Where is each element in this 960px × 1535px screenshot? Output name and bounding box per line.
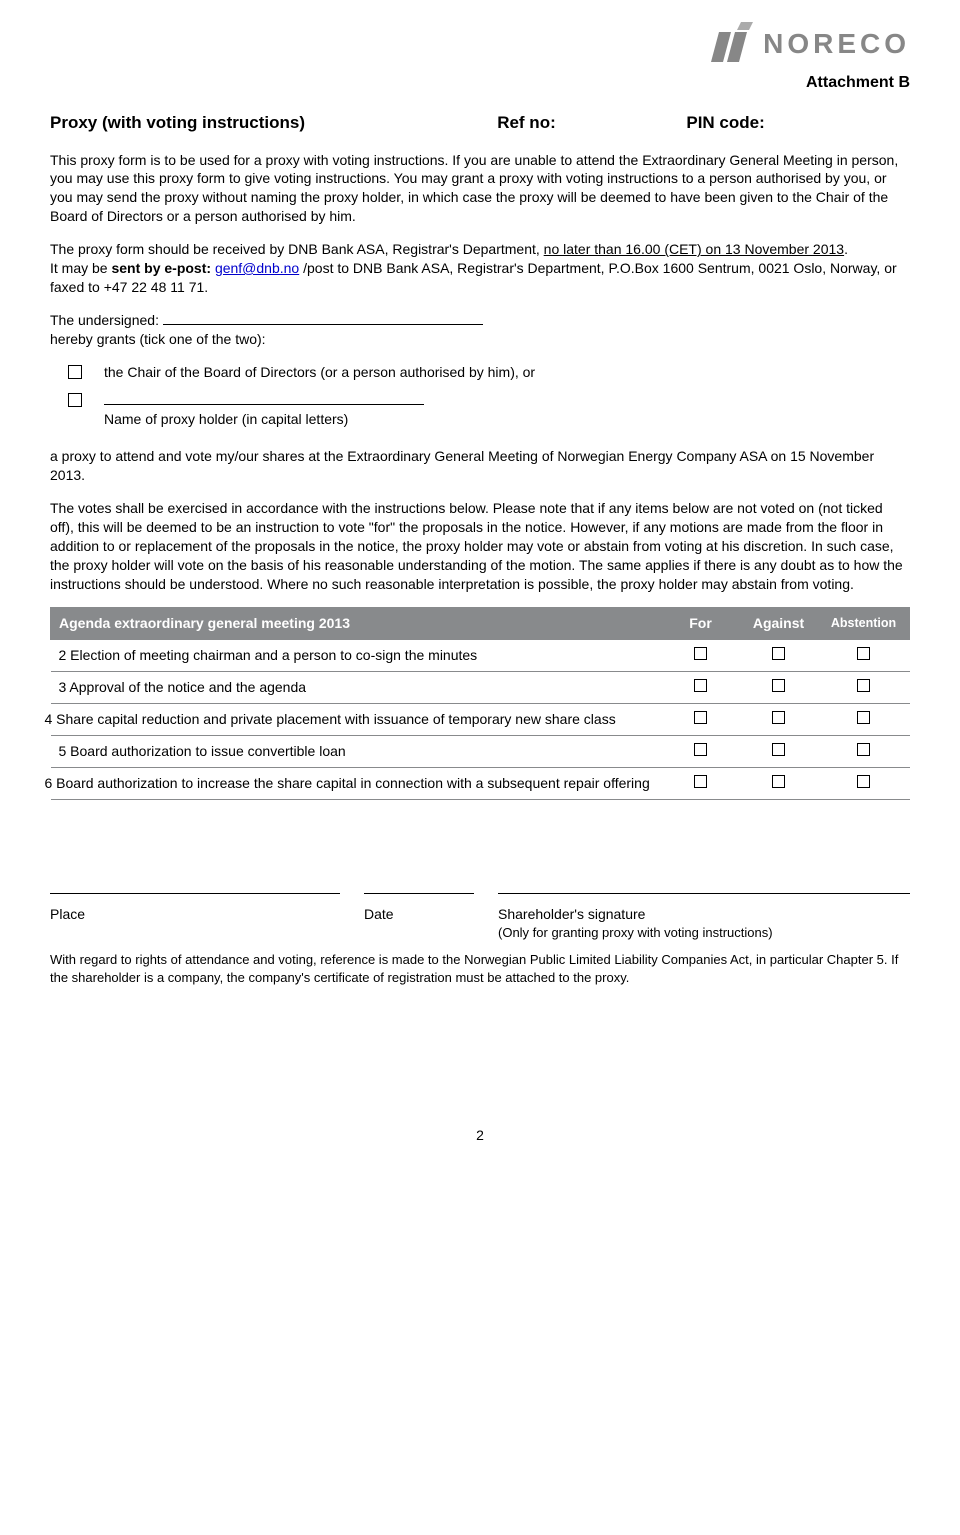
signature-labels: Place Date Shareholder's signature (Only… (50, 905, 910, 941)
agenda-item: 2 Election of meeting chairman and a per… (51, 640, 662, 672)
undersigned-label: The undersigned: (50, 312, 159, 328)
option-chair[interactable]: the Chair of the Board of Directors (or … (68, 363, 910, 382)
attachment-label: Attachment B (50, 72, 910, 94)
p2b-pre: It may be (50, 260, 111, 276)
checkbox-icon[interactable] (694, 711, 707, 724)
intro-paragraph-1: This proxy form is to be used for a prox… (50, 151, 910, 227)
checkbox-icon[interactable] (772, 775, 785, 788)
p2-pre: The proxy form should be received by DNB… (50, 241, 544, 257)
p2-post: . (844, 241, 848, 257)
option-chair-label: the Chair of the Board of Directors (or … (104, 363, 910, 382)
checkbox-icon[interactable] (857, 711, 870, 724)
checkbox-icon[interactable] (68, 393, 82, 407)
checkbox-icon[interactable] (772, 679, 785, 692)
checkbox-icon[interactable] (68, 365, 82, 379)
checkbox-icon[interactable] (857, 679, 870, 692)
footer-note: With regard to rights of attendance and … (50, 951, 910, 986)
table-row: 2 Election of meeting chairman and a per… (51, 640, 910, 672)
table-row: 3 Approval of the notice and the agenda (51, 672, 910, 704)
email-link[interactable]: genf@dnb.no (215, 260, 299, 276)
proxy-name-caption: Name of proxy holder (in capital letters… (104, 411, 348, 427)
intro-paragraph-2: The proxy form should be received by DNB… (50, 240, 910, 297)
form-title: Proxy (with voting instructions) (50, 112, 497, 135)
p2-deadline: no later than 16.00 (CET) on 13 November… (544, 241, 844, 257)
table-row: 4 Share capital reduction and private pl… (51, 704, 910, 736)
voting-instructions-paragraph: The votes shall be exercised in accordan… (50, 499, 910, 593)
ref-no-label: Ref no: (497, 112, 686, 135)
checkbox-icon[interactable] (857, 775, 870, 788)
col-agenda: Agenda extraordinary general meeting 201… (51, 608, 662, 640)
table-row: 5 Board authorization to issue convertib… (51, 736, 910, 768)
undersigned-block: The undersigned: hereby grants (tick one… (50, 311, 910, 349)
place-input-line[interactable] (50, 880, 340, 894)
checkbox-icon[interactable] (694, 679, 707, 692)
checkbox-icon[interactable] (772, 711, 785, 724)
agenda-item: 3 Approval of the notice and the agenda (51, 672, 662, 704)
signature-input-line[interactable] (498, 880, 910, 894)
checkbox-icon[interactable] (694, 743, 707, 756)
title-row: Proxy (with voting instructions) Ref no:… (50, 112, 910, 135)
checkbox-icon[interactable] (694, 775, 707, 788)
col-against: Against (740, 608, 818, 640)
page-number: 2 (50, 1126, 910, 1145)
col-abstention: Abstention (818, 608, 910, 640)
proxy-statement: a proxy to attend and vote my/our shares… (50, 447, 910, 485)
hereby-label: hereby grants (tick one of the two): (50, 331, 266, 347)
col-for: For (662, 608, 740, 640)
date-label: Date (364, 905, 474, 941)
checkbox-icon[interactable] (857, 743, 870, 756)
date-input-line[interactable] (364, 880, 474, 894)
logo-text: NORECO (763, 25, 910, 63)
pin-code-label: PIN code: (686, 112, 910, 135)
p2b-bold: sent by e-post: (111, 260, 214, 276)
agenda-item: 6 Board authorization to increase the sh… (51, 767, 662, 799)
brand-logo: NORECO (50, 20, 910, 68)
logo-mark-icon (709, 22, 753, 67)
checkbox-icon[interactable] (772, 743, 785, 756)
table-row: 6 Board authorization to increase the sh… (51, 767, 910, 799)
signature-sublabel: (Only for granting proxy with voting ins… (498, 924, 910, 942)
place-label: Place (50, 905, 340, 941)
agenda-item: 5 Board authorization to issue convertib… (51, 736, 662, 768)
signature-label: Shareholder's signature (498, 905, 910, 924)
proxy-name-input-line[interactable] (104, 391, 424, 405)
checkbox-icon[interactable] (857, 647, 870, 660)
undersigned-input-line[interactable] (163, 311, 483, 325)
checkbox-icon[interactable] (772, 647, 785, 660)
agenda-item: 4 Share capital reduction and private pl… (51, 704, 662, 736)
checkbox-icon[interactable] (694, 647, 707, 660)
option-named-proxy[interactable]: Name of proxy holder (in capital letters… (68, 391, 910, 429)
agenda-table: Agenda extraordinary general meeting 201… (50, 607, 910, 799)
signature-row (50, 880, 910, 899)
